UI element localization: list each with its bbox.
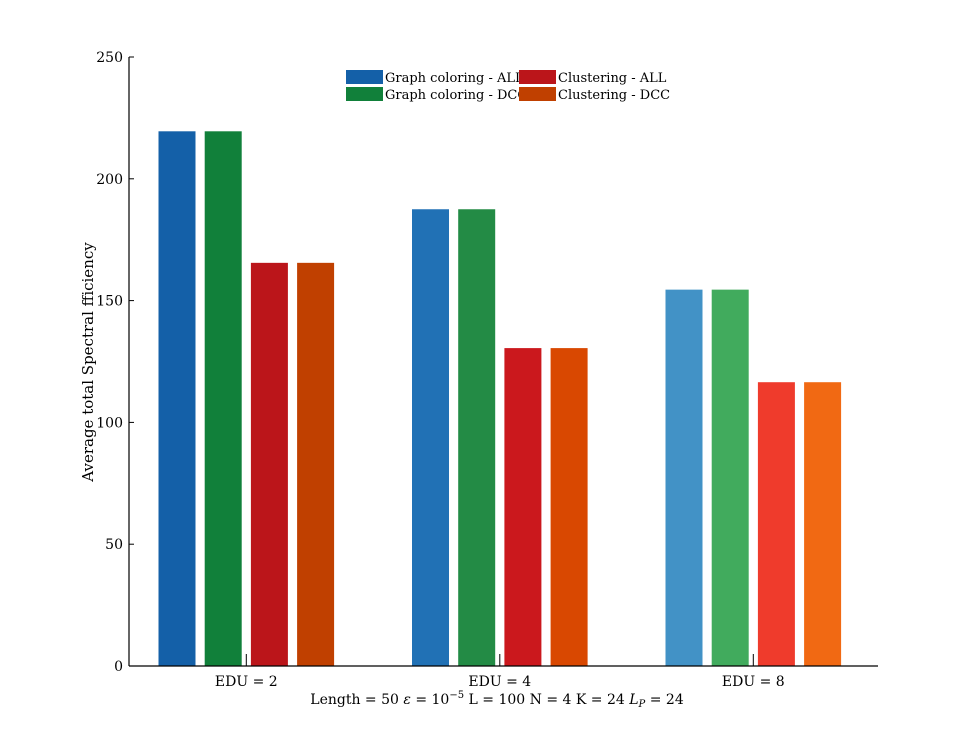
y-ticks-group: 0 50 100 150 200 250 (96, 50, 134, 675)
bar-2-1 (204, 131, 242, 667)
legend-label: Graph coloring - ALL (385, 71, 524, 86)
legend-swatch (519, 70, 556, 84)
legend-swatch (519, 87, 556, 101)
y-tick-label: 200 (96, 172, 123, 188)
y-axis-label: Average total Spectral fficiency (79, 242, 97, 483)
legend-label: Clustering - DCC (558, 88, 670, 103)
bar-3-1 (250, 262, 288, 666)
bar-3-3 (757, 382, 795, 666)
x-tick-label: EDU = 8 (722, 674, 785, 690)
y-tick-label: 0 (114, 659, 123, 675)
legend-label: Clustering - ALL (558, 71, 667, 86)
legend-label: Graph coloring - DCC (385, 88, 527, 103)
bar-3-2 (504, 348, 542, 666)
bar-2-2 (458, 209, 496, 666)
bars-group (158, 131, 842, 667)
legend-swatch (346, 87, 383, 101)
y-tick-label: 250 (96, 50, 123, 66)
x-tick-label: EDU = 2 (215, 674, 278, 690)
x-axis-label: Length = 50 ε = 10−5 L = 100 N = 4 K = 2… (310, 690, 684, 710)
bar-1-2 (412, 209, 449, 666)
y-tick-label: 100 (96, 415, 123, 431)
bar-2-3 (711, 289, 749, 666)
y-tick-label: 50 (105, 537, 123, 553)
bar-4-2 (550, 348, 588, 666)
x-ticks-group: EDU = 2 EDU = 4 EDU = 8 (215, 654, 785, 690)
bar-4-1 (297, 262, 335, 666)
legend-swatch (346, 70, 383, 84)
x-tick-label: EDU = 4 (468, 674, 531, 690)
legend: Graph coloring - ALL Clustering - ALL Grap… (346, 70, 670, 103)
bar-1-3 (665, 289, 703, 666)
bar-1-1 (158, 131, 196, 667)
y-tick-label: 150 (96, 294, 123, 310)
bar-4-3 (804, 382, 842, 666)
